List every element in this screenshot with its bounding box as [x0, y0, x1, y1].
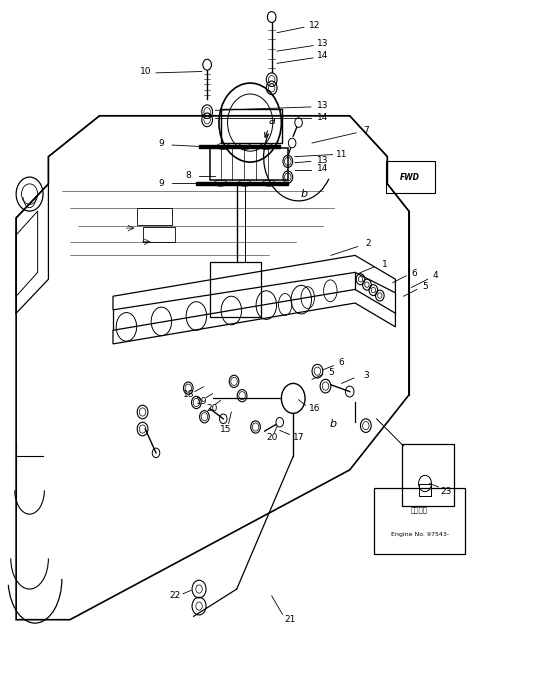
Text: 13: 13 — [317, 101, 329, 110]
Text: 22: 22 — [169, 591, 180, 601]
Text: 15: 15 — [220, 424, 232, 434]
Polygon shape — [196, 182, 288, 185]
Text: 8: 8 — [186, 171, 191, 180]
Text: 13: 13 — [317, 155, 329, 165]
Circle shape — [276, 417, 284, 427]
Text: Engine No. 97543-: Engine No. 97543- — [391, 532, 449, 537]
Text: 19: 19 — [196, 397, 208, 407]
Text: 14: 14 — [317, 112, 329, 122]
Text: 2: 2 — [366, 238, 371, 248]
Circle shape — [203, 59, 211, 70]
Text: 適用号機: 適用号機 — [411, 507, 428, 513]
Text: 23: 23 — [441, 487, 452, 496]
Text: 18: 18 — [182, 390, 194, 400]
Circle shape — [220, 414, 227, 424]
Text: 13: 13 — [317, 39, 329, 48]
Circle shape — [288, 138, 296, 148]
Text: 16: 16 — [309, 404, 321, 413]
Text: 17: 17 — [293, 432, 305, 442]
Text: b: b — [330, 419, 337, 428]
Text: 4: 4 — [433, 271, 438, 281]
Text: 11: 11 — [336, 150, 348, 159]
Text: 5: 5 — [422, 281, 428, 291]
Text: 14: 14 — [317, 51, 329, 61]
Text: a: a — [265, 116, 275, 138]
Text: FWD: FWD — [400, 172, 420, 182]
Text: 7: 7 — [363, 126, 369, 136]
Text: 5: 5 — [328, 368, 334, 377]
Text: 12: 12 — [309, 20, 321, 30]
Circle shape — [295, 118, 302, 127]
Text: 6: 6 — [412, 269, 417, 279]
Text: 9: 9 — [159, 178, 164, 188]
Circle shape — [152, 448, 160, 458]
Text: 3: 3 — [363, 371, 369, 381]
Text: 20: 20 — [266, 432, 278, 442]
Text: 21: 21 — [285, 615, 296, 624]
Polygon shape — [199, 145, 280, 148]
Text: 20: 20 — [207, 404, 218, 413]
Circle shape — [267, 12, 276, 22]
Text: 10: 10 — [139, 67, 151, 76]
Text: 1: 1 — [382, 259, 387, 269]
Text: b: b — [300, 189, 308, 199]
Circle shape — [345, 386, 354, 397]
Text: 6: 6 — [339, 358, 344, 368]
Text: 14: 14 — [317, 164, 329, 174]
Text: 9: 9 — [159, 139, 164, 148]
